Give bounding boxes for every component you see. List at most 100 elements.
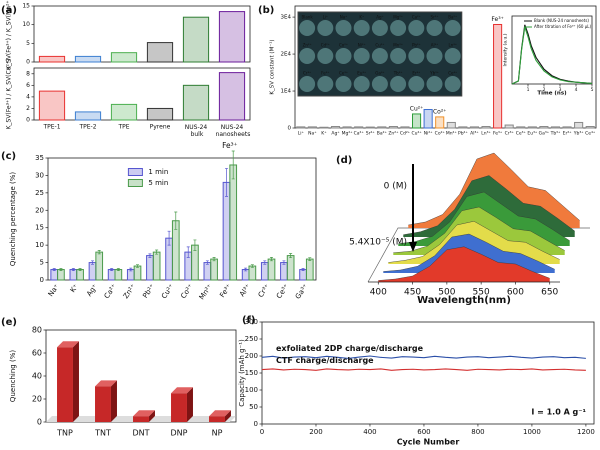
x-tick-label: 600 [417,428,430,436]
bar [354,126,364,129]
vial-label: Ga³⁺ [375,71,384,76]
spectrum-area [378,246,550,282]
vial-label: Pb²⁺ [412,43,421,48]
vial-spot [371,76,388,92]
y-tick-label: 5 [40,259,44,267]
x-category-label: DNP [171,429,188,438]
plot-frame [294,5,597,129]
bar [88,262,97,281]
bar [229,164,238,281]
bar [218,11,246,63]
bar [574,121,584,129]
y-tick-label: 2E4 [281,52,292,58]
panel-label: (d) [336,155,352,166]
vial-label: Zn²⁺ [303,43,312,48]
x-tick-label: 0 [260,428,264,436]
x-category-label: Mn²⁺ [446,131,458,137]
x-category-label: TPE [117,124,129,131]
vial-spot [390,20,407,36]
y-tick-label: 250 [245,335,258,343]
bar [107,269,116,281]
x-category-label: Cu²⁺ [160,282,176,300]
y-tick-label: 80 [32,326,42,335]
error-bar [110,268,114,271]
vial-spot [317,20,334,36]
y-tick-label: 0 [40,276,44,284]
vial-spot [335,20,352,36]
vial-label: Li⁺ [323,15,328,20]
error-bar [97,250,101,255]
y-tick-label: 100 [245,386,258,394]
data-line [261,355,586,359]
vial-spot [444,76,461,92]
bar [152,251,161,281]
y-axis-label: Quenching (%) [9,350,17,402]
bar [458,126,468,129]
vial-label: Blank [302,15,314,20]
x-category-label: Ga³⁺ [539,131,550,137]
x-category-label: Ce⁴⁺ [585,131,596,137]
panel-label: (c) [1,151,16,162]
bar [296,126,306,129]
error-bar [78,268,82,271]
error-bar [116,268,120,271]
bar [95,386,111,422]
x-category-label: Ag⁺ [331,131,340,137]
y-tick-label: 15 [22,3,30,10]
error-bar [71,268,75,271]
error-bar [148,253,152,258]
vial-spot [408,20,425,36]
vial-spot [426,48,443,64]
x-category-label: NUS-24 nanosheets [214,124,251,138]
panel-label: (b) [258,5,274,16]
concentration-label: 0 (M) [384,182,407,192]
x-tick-label: 650 [541,288,558,298]
x-category-label: Sr²⁺ [366,131,376,137]
x-category-label: DNT [132,429,149,438]
vial-label: Co²⁺ [339,43,348,48]
bar [182,84,210,121]
vial-spot [426,76,443,92]
y-tick-label: 1E4 [281,89,292,95]
x-tick-label: 1 [527,87,530,93]
vial-label: Ba²⁺ [448,15,457,20]
vial-label: Mn²⁺ [393,43,403,48]
spectrum-line [388,221,560,263]
x-category-label: Co²⁺ [179,282,195,300]
y-tick-label: 8 [26,70,30,77]
x-category-label: Pb²⁺ [458,131,468,137]
bar [210,258,218,281]
spectrum-line [398,191,570,244]
bar [69,269,78,281]
error-bar [231,150,235,180]
error-bar [225,168,229,197]
bar [342,126,352,129]
vial-label: Sr²⁺ [431,15,439,20]
vial-spot [299,48,316,64]
plot-frame [33,5,251,63]
y-tick-label: 300 [245,318,258,326]
bar-annotation: Co²⁺ [433,108,446,115]
vial-spot [335,48,352,64]
vial-label: Ln³⁺ [448,43,456,48]
bar [388,126,398,129]
y-axis-label: K_SV(Fe³⁺) / K_SV(Mn²⁺) [6,0,13,70]
bar [423,109,433,129]
vial-spot [353,76,370,92]
legend-label: 5 min [148,179,168,187]
bar [95,251,104,281]
bar [446,121,456,129]
plot-frame [511,15,593,85]
vial-label: Fe³⁺ [321,71,329,76]
x-category-label: Zn²⁺ [388,131,399,137]
bar [146,42,174,63]
y-tick-label: 4 [26,93,30,100]
bar [527,126,537,129]
data-line [261,368,586,371]
y-tick-label: 150 [245,369,258,377]
error-bar [186,246,190,258]
x-category-label: Cr³⁺ [257,282,272,299]
series-label: CTF charge/discharge [276,356,374,365]
bar [330,126,341,129]
